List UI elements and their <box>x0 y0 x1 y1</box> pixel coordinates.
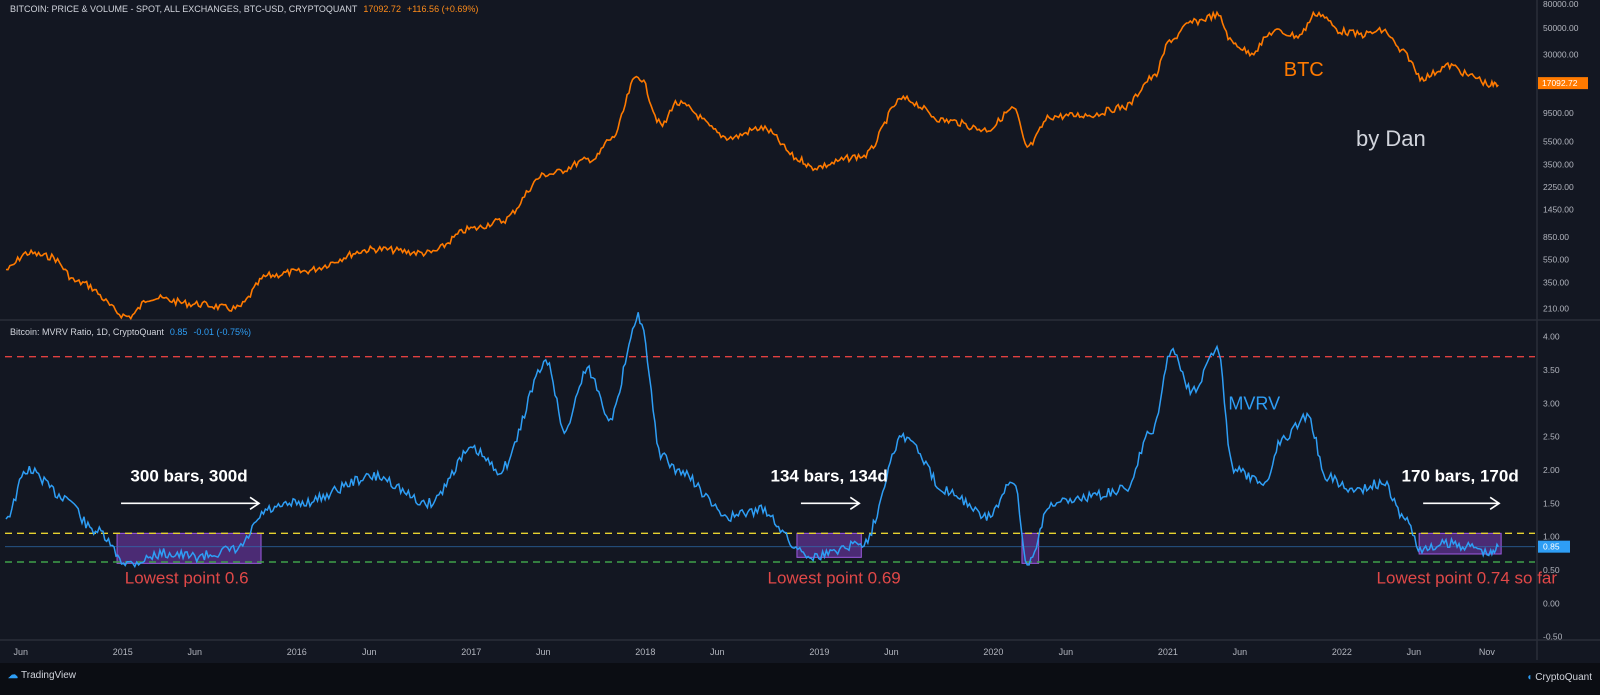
price-tick-label: 350.00 <box>1543 277 1569 287</box>
time-tick-label: 2015 <box>113 647 133 657</box>
mvrv-tick-label: 2.50 <box>1543 432 1560 442</box>
price-last-badge <box>1538 77 1588 90</box>
cryptoquant-icon: ◖ <box>1526 672 1533 683</box>
price-tick-label: 2250.00 <box>1543 182 1574 192</box>
mvrv-pane: 4.003.503.002.502.001.501.000.850.500.00… <box>5 312 1570 642</box>
time-tick-label: 2017 <box>461 647 481 657</box>
lowest-point-annotation: Lowest point 0.6 <box>125 568 249 587</box>
mvrv-line <box>5 312 1499 569</box>
mvrv-tick-label: 2.00 <box>1543 465 1560 475</box>
price-tick-label: 210.00 <box>1543 304 1569 314</box>
price-last-label: 17092.72 <box>1542 78 1578 88</box>
mvrv-tick-label: 0.00 <box>1543 598 1560 608</box>
price-pane: 80000.00 50000.00 30000.00 17092.72 9500.00 5… <box>5 0 1588 321</box>
mvrv-tick-label: 3.50 <box>1543 365 1560 375</box>
mvrv-last-label: 0.85 <box>1543 542 1560 552</box>
time-tick-label: 2016 <box>287 647 307 657</box>
time-axis: Jun 2015 Jun 2016 Jun 2017 Jun 2018 Jun 2019 Jun 20… <box>13 647 1495 657</box>
price-tick-label: 30000.00 <box>1543 49 1579 59</box>
cryptoquant-label: CryptoQuant <box>1535 672 1592 683</box>
mvrv-tick-label: 0.50 <box>1543 565 1560 575</box>
time-tick-label: Jun <box>536 647 551 657</box>
mvrv-tick-label: 1.00 <box>1543 532 1560 542</box>
price-tick-label: 1450.00 <box>1543 205 1574 215</box>
lowest-point-annotation: Lowest point 0.69 <box>767 568 900 587</box>
period-arrow-head <box>249 496 261 510</box>
time-tick-label: 2020 <box>983 647 1003 657</box>
time-tick-label: Jun <box>1059 647 1074 657</box>
time-tick-label: 2019 <box>809 647 829 657</box>
mvrv-header-change: -0.01 (-0.75%) <box>193 327 251 337</box>
time-tick-label: 2022 <box>1332 647 1352 657</box>
mvrv-header-title: Bitcoin: MVRV Ratio, 1D, CryptoQuant <box>10 327 164 337</box>
price-tick-label: 9500.00 <box>1543 108 1574 118</box>
mvrv-tick-label: -0.50 <box>1543 632 1563 642</box>
period-count-annotation: 300 bars, 300d <box>130 466 247 485</box>
time-tick-label: 2018 <box>635 647 655 657</box>
price-tick-label: 550.00 <box>1543 254 1569 264</box>
price-header-value: 17092.72 <box>363 4 401 14</box>
price-header: BITCOIN: PRICE & VOLUME - SPOT, ALL EXCH… <box>10 4 478 14</box>
period-arrow-head <box>1489 496 1501 510</box>
period-arrow-head <box>849 496 861 510</box>
author-label: by Dan <box>1356 126 1426 151</box>
mvrv-tick-label: 3.00 <box>1543 398 1560 408</box>
time-tick-label: Jun <box>13 647 28 657</box>
period-count-annotation: 170 bars, 170d <box>1402 466 1519 485</box>
price-tick-label: 50000.00 <box>1543 23 1579 33</box>
footer-bar <box>0 663 1600 695</box>
time-tick-label: Jun <box>710 647 725 657</box>
time-tick-label: Jun <box>1233 647 1248 657</box>
cryptoquant-logo[interactable]: ◖ CryptoQuant <box>1526 672 1592 683</box>
tradingview-icon: ☁ <box>8 670 18 681</box>
time-tick-label: Jun <box>884 647 899 657</box>
mvrv-tick-label: 1.50 <box>1543 498 1560 508</box>
price-header-title: BITCOIN: PRICE & VOLUME - SPOT, ALL EXCH… <box>10 4 358 14</box>
price-tick-label: 850.00 <box>1543 232 1569 242</box>
time-tick-label: Jun <box>362 647 377 657</box>
time-tick-label: Jun <box>188 647 203 657</box>
mvrv-tick-label: 4.00 <box>1543 332 1560 342</box>
time-tick-label: Jun <box>1407 647 1422 657</box>
lowest-point-annotation: Lowest point 0.74 so far <box>1377 568 1558 587</box>
mvrv-header-value: 0.85 <box>169 327 188 337</box>
btc-price-line <box>5 10 1499 321</box>
price-tick-label: 80000.00 <box>1543 0 1579 9</box>
mvrv-series-label: MVRV <box>1228 393 1280 413</box>
period-count-annotation: 134 bars, 134d <box>771 466 888 485</box>
btc-series-label: BTC <box>1284 59 1324 81</box>
tradingview-label: TradingView <box>21 670 77 681</box>
price-header-change: +116.56 (+0.69%) <box>406 4 479 14</box>
tradingview-logo[interactable]: ☁ TradingView <box>8 670 76 681</box>
price-tick-label: 5500.00 <box>1543 136 1574 146</box>
price-tick-label: 3500.00 <box>1543 159 1574 169</box>
time-tick-label: 2021 <box>1158 647 1178 657</box>
time-tick-label: Nov <box>1479 647 1496 657</box>
mvrv-header: Bitcoin: MVRV Ratio, 1D, CryptoQuant 0.85… <box>10 327 251 337</box>
mvrv-last-badge <box>1538 540 1570 553</box>
